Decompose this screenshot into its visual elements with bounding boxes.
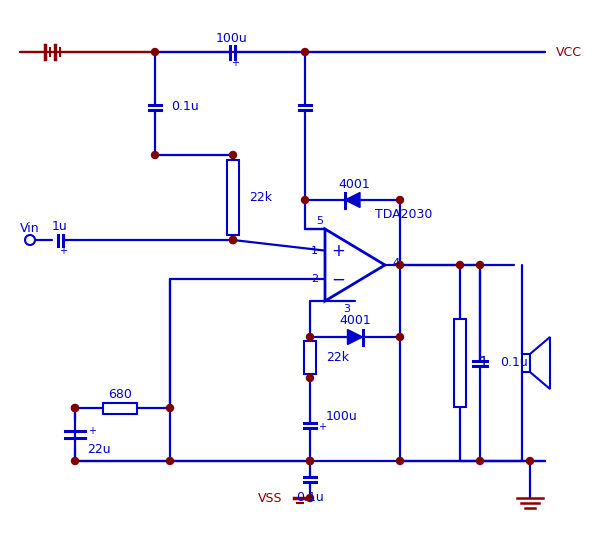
Text: 1u: 1u [52, 219, 68, 233]
Circle shape [302, 196, 308, 204]
Bar [454, 319, 466, 407]
Circle shape [302, 49, 308, 55]
Circle shape [307, 494, 314, 502]
Circle shape [457, 262, 464, 268]
Circle shape [397, 334, 404, 340]
Text: −: − [331, 271, 345, 288]
Circle shape [527, 458, 533, 464]
Text: 100u: 100u [326, 411, 358, 424]
Text: 4001: 4001 [339, 315, 371, 328]
Text: 1: 1 [478, 355, 488, 371]
Text: 22k: 22k [249, 191, 272, 204]
Bar [103, 402, 137, 413]
Circle shape [307, 374, 314, 382]
Text: +: + [331, 242, 345, 259]
Text: 2: 2 [311, 275, 318, 285]
Bar [227, 160, 239, 235]
Text: 4001: 4001 [338, 177, 370, 190]
Text: 5: 5 [316, 216, 323, 226]
Circle shape [476, 262, 484, 268]
Text: +: + [232, 59, 239, 69]
Circle shape [229, 237, 236, 243]
Text: +: + [59, 246, 67, 256]
Text: VCC: VCC [556, 46, 582, 59]
Bar [304, 341, 316, 374]
Text: 100u: 100u [216, 31, 248, 45]
Circle shape [307, 458, 314, 464]
Circle shape [71, 405, 79, 411]
Text: +: + [318, 422, 326, 432]
Circle shape [397, 458, 404, 464]
Circle shape [151, 49, 158, 55]
Text: VSS: VSS [257, 492, 282, 504]
Circle shape [151, 152, 158, 158]
Text: 1: 1 [311, 246, 318, 256]
Text: 0.1u: 0.1u [296, 491, 324, 504]
Circle shape [229, 152, 236, 158]
Polygon shape [347, 330, 362, 344]
Text: 3: 3 [343, 304, 350, 314]
Circle shape [71, 405, 79, 411]
Circle shape [397, 262, 404, 268]
Text: 680: 680 [108, 387, 132, 401]
Text: 0.1u: 0.1u [500, 357, 528, 369]
Polygon shape [325, 229, 385, 301]
Circle shape [167, 405, 173, 411]
Polygon shape [345, 193, 360, 208]
Circle shape [476, 458, 484, 464]
Text: 22u: 22u [87, 443, 110, 456]
Bar [522, 354, 530, 372]
Text: Vin: Vin [20, 222, 40, 234]
Circle shape [71, 458, 79, 464]
Text: 22k: 22k [326, 351, 349, 364]
Circle shape [307, 334, 314, 340]
Circle shape [167, 458, 173, 464]
Text: +: + [88, 426, 96, 435]
Circle shape [397, 196, 404, 204]
Text: 0.1u: 0.1u [171, 100, 199, 113]
Circle shape [229, 237, 236, 243]
Text: 4: 4 [392, 258, 399, 268]
Circle shape [307, 458, 314, 464]
Text: TDA2030: TDA2030 [375, 208, 433, 220]
Polygon shape [530, 337, 550, 389]
